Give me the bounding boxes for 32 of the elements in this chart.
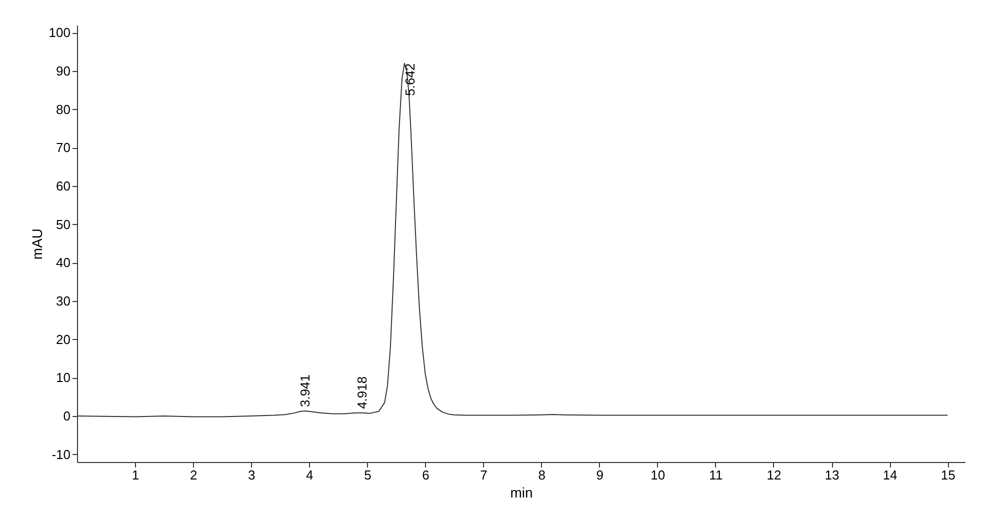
annotation: 5.642 (402, 63, 418, 96)
x-tick-label: 12 (766, 468, 782, 482)
y-tick-label: 10 (56, 370, 70, 386)
x-tick-label: 13 (824, 468, 840, 482)
y-tick-label: 0 (63, 408, 70, 424)
x-tick-label: 11 (709, 468, 723, 482)
y-tick-label: 70 (56, 140, 70, 156)
x-tick-label: 4 (306, 468, 314, 482)
y-tick-label: 80 (56, 102, 70, 117)
y-tick-label: 30 (56, 294, 70, 308)
y-tick-label: 40 (56, 255, 70, 270)
x-tick-label: 2 (190, 468, 198, 482)
annotation: 3.941 (298, 374, 313, 408)
x-tick-label: 10 (650, 468, 666, 482)
x-tick-label: 3 (248, 468, 256, 482)
y-tick-label: 90 (56, 64, 70, 78)
x-tick-label: 9 (596, 468, 604, 482)
x-tick-label: 8 (538, 468, 546, 482)
x-tick-label: 7 (480, 468, 488, 482)
y-tick-label: -10 (52, 446, 70, 462)
x-tick-label: 5 (364, 468, 372, 482)
x-tick-label: 1 (132, 468, 140, 482)
y-tick-label: 50 (56, 216, 70, 232)
x-tick-label: 14 (882, 468, 898, 482)
annotation: 4.918 (354, 376, 370, 409)
x-tick-label: 6 (422, 468, 430, 482)
y-axis-title: mAU (28, 228, 45, 260)
y-tick-label: 60 (56, 178, 70, 194)
y-tick-label: 100 (48, 25, 70, 40)
x-tick-label: 15 (940, 468, 956, 482)
x-axis-title: min (510, 484, 533, 500)
y-tick-label: 20 (56, 332, 70, 347)
